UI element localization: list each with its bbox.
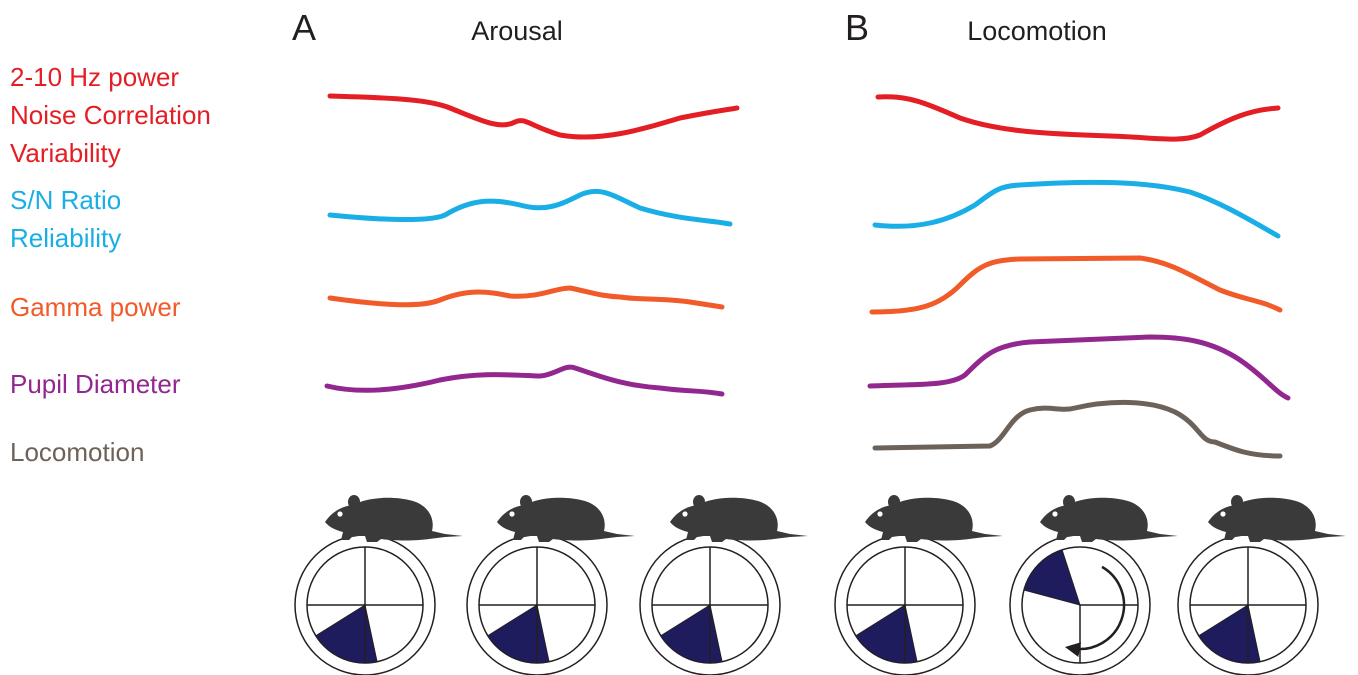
label: Pupil Diameter	[10, 369, 181, 399]
panel-letter: A	[292, 7, 316, 48]
panel-title: Locomotion	[967, 16, 1107, 46]
wheel-wedge	[487, 604, 550, 664]
wheel-wedge	[1023, 549, 1081, 606]
mouse	[497, 495, 635, 542]
curve	[327, 188, 733, 227]
curve	[327, 285, 725, 310]
label: 2-10 Hz power	[10, 62, 179, 92]
wheel-wedge	[1198, 604, 1261, 664]
mouse	[865, 495, 1003, 542]
curve	[327, 93, 740, 140]
panel-title: Arousal	[471, 16, 563, 46]
curve	[875, 94, 1281, 142]
wheels	[294, 495, 1346, 675]
label: Variability	[10, 138, 121, 168]
wheel-wedge	[855, 604, 918, 664]
panel-letter: B	[845, 7, 869, 48]
label: Locomotion	[10, 437, 144, 467]
label: Noise Correlation	[10, 100, 211, 130]
curve	[872, 399, 1283, 459]
mouse	[1040, 495, 1178, 542]
mouse	[1208, 495, 1346, 542]
label: Gamma power	[10, 292, 181, 322]
label: Reliability	[10, 223, 121, 253]
mouse	[670, 495, 808, 542]
rotation-arrow	[1064, 565, 1126, 658]
label: S/N Ratio	[10, 185, 121, 215]
curve	[867, 334, 1291, 401]
wheel-wedge	[660, 604, 723, 664]
mouse	[325, 495, 463, 542]
wheel-wedge	[315, 604, 378, 664]
curve	[869, 255, 1283, 315]
curve	[872, 179, 1281, 239]
curve	[324, 364, 725, 397]
